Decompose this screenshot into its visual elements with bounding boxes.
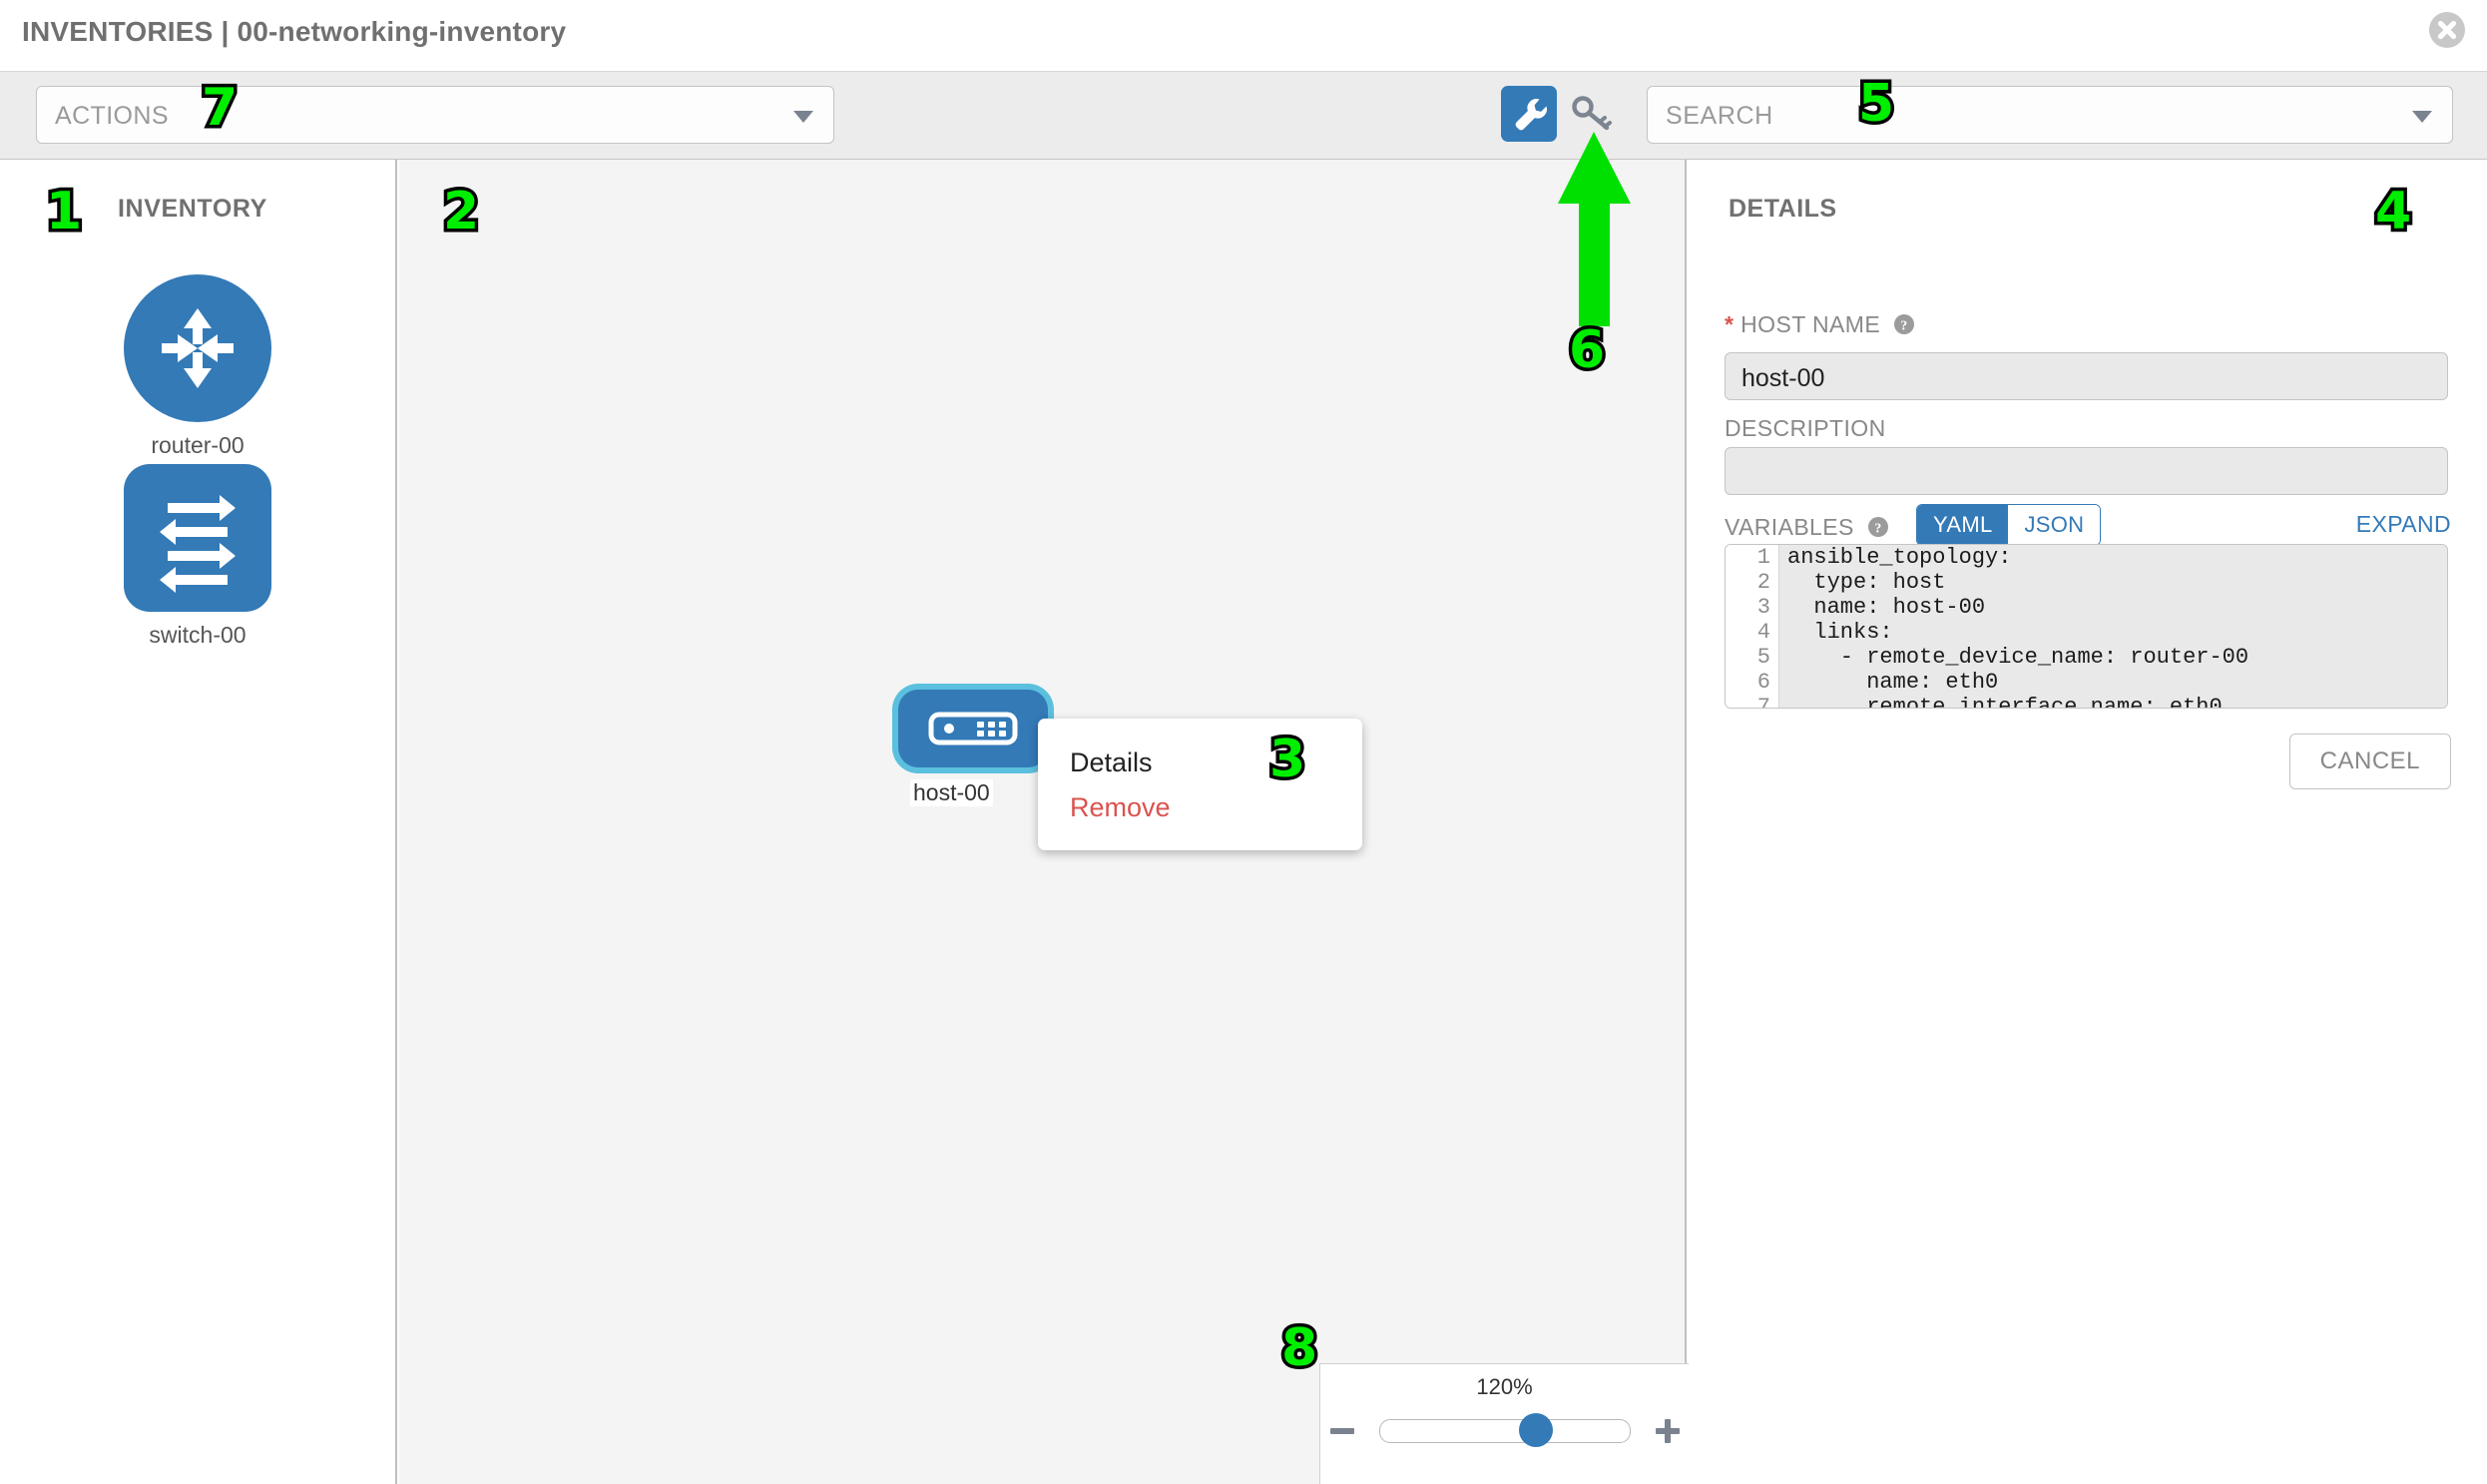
actions-dropdown[interactable]: ACTIONS bbox=[36, 86, 834, 144]
inventory-sidebar: INVENTORY router-00 bbox=[0, 160, 397, 1484]
host-name-label-text: HOST NAME bbox=[1741, 311, 1881, 337]
code-line-number: 3 bbox=[1726, 595, 1779, 620]
zoom-slider-handle[interactable] bbox=[1518, 1413, 1553, 1447]
canvas-node-host-label: host-00 bbox=[910, 779, 993, 806]
code-line-number: 6 bbox=[1726, 670, 1779, 695]
code-line-text: name: eth0 bbox=[1779, 670, 2447, 695]
canvas-node-host[interactable]: host-00 bbox=[892, 684, 1054, 806]
zoom-control-panel: 120% bbox=[1319, 1363, 1689, 1484]
code-line: 3 name: host-00 bbox=[1726, 595, 2447, 620]
router-icon bbox=[124, 274, 271, 422]
variables-code-editor[interactable]: 1 ansible_topology: 2 type: host 3 name: ho… bbox=[1725, 544, 2448, 709]
required-asterisk: * bbox=[1725, 311, 1735, 337]
code-line: 5 - remote_device_name: router-00 bbox=[1726, 645, 2447, 670]
chevron-down-icon bbox=[793, 111, 813, 123]
code-line-text: - remote_device_name: router-00 bbox=[1779, 645, 2447, 670]
details-heading: DETAILS bbox=[1729, 195, 1837, 223]
format-yaml-button[interactable]: YAML bbox=[1917, 505, 2009, 545]
key-icon[interactable] bbox=[1569, 92, 1615, 136]
title-bar: INVENTORIES | 00-networking-inventory bbox=[0, 0, 2487, 72]
sidebar-item-router[interactable]: router-00 bbox=[98, 274, 297, 459]
node-context-menu: Details Remove bbox=[1038, 719, 1362, 850]
actions-dropdown-label: ACTIONS bbox=[55, 102, 169, 130]
node-selection-ring bbox=[892, 684, 1054, 773]
description-input[interactable] bbox=[1725, 447, 2448, 495]
code-line-text: ansible_topology: bbox=[1779, 545, 2447, 570]
topology-canvas[interactable]: host-00 Details Remove bbox=[399, 160, 1687, 1484]
code-line: 2 type: host bbox=[1726, 570, 2447, 595]
sidebar-item-router-label: router-00 bbox=[151, 432, 245, 458]
code-line-text: links: bbox=[1779, 620, 2447, 645]
code-line: 4 links: bbox=[1726, 620, 2447, 645]
code-lines: 1 ansible_topology: 2 type: host 3 name: ho… bbox=[1726, 545, 2447, 708]
toolbar: ACTIONS SEARCH bbox=[0, 72, 2487, 160]
code-line-text: remote_interface_name: eth0 bbox=[1779, 695, 2447, 708]
code-line-number: 2 bbox=[1726, 570, 1779, 595]
host-name-value: host-00 bbox=[1741, 364, 1825, 392]
switch-icon bbox=[124, 464, 271, 612]
help-icon[interactable]: ? bbox=[1893, 313, 1915, 341]
code-line-number: 1 bbox=[1726, 545, 1779, 570]
zoom-percent-label: 120% bbox=[1476, 1374, 1533, 1399]
search-placeholder: SEARCH bbox=[1666, 102, 1773, 130]
cancel-button[interactable]: CANCEL bbox=[2288, 734, 2451, 789]
code-line-text: name: host-00 bbox=[1779, 595, 2447, 620]
format-json-button[interactable]: JSON bbox=[2008, 505, 2101, 545]
inventory-heading: INVENTORY bbox=[118, 195, 267, 223]
sidebar-item-switch-label: switch-00 bbox=[149, 622, 247, 648]
details-panel: DETAILS * HOST NAME ? host-00 DESCRIPTIO… bbox=[1689, 160, 2487, 1484]
help-icon[interactable]: ? bbox=[1867, 516, 1889, 544]
zoom-out-button[interactable] bbox=[1327, 1416, 1357, 1446]
code-line-number: 7 bbox=[1726, 695, 1779, 708]
variables-label-text: VARIABLES bbox=[1725, 514, 1854, 540]
svg-text:?: ? bbox=[1900, 319, 1907, 334]
code-line-text: type: host bbox=[1779, 570, 2447, 595]
description-label: DESCRIPTION bbox=[1725, 415, 1886, 441]
host-icon bbox=[898, 690, 1048, 767]
code-line: 6 name: eth0 bbox=[1726, 670, 2447, 695]
code-line: 7 remote_interface_name: eth0 bbox=[1726, 695, 2447, 708]
expand-link[interactable]: EXPAND bbox=[2355, 511, 2451, 537]
context-menu-item-remove[interactable]: Remove bbox=[1070, 792, 1171, 822]
context-menu-item-details[interactable]: Details bbox=[1070, 747, 1153, 777]
code-line-number: 4 bbox=[1726, 620, 1779, 645]
variables-label: VARIABLES ? bbox=[1725, 514, 1889, 544]
sidebar-item-switch[interactable]: switch-00 bbox=[98, 464, 297, 649]
page-title: INVENTORIES | 00-networking-inventory bbox=[22, 16, 567, 47]
host-name-label: * HOST NAME ? bbox=[1725, 311, 1915, 341]
zoom-slider[interactable] bbox=[1378, 1413, 1631, 1447]
search-input[interactable]: SEARCH bbox=[1647, 86, 2453, 144]
svg-text:?: ? bbox=[1874, 522, 1881, 537]
code-line-number: 5 bbox=[1726, 645, 1779, 670]
search-chevron-down-icon[interactable] bbox=[2412, 111, 2432, 123]
wrench-icon[interactable] bbox=[1501, 86, 1557, 142]
code-line: 1 ansible_topology: bbox=[1726, 545, 2447, 570]
host-name-input[interactable]: host-00 bbox=[1725, 352, 2448, 400]
close-icon[interactable] bbox=[2429, 12, 2465, 48]
variables-format-toggle: YAML JSON bbox=[1916, 504, 2102, 546]
zoom-in-button[interactable] bbox=[1653, 1416, 1683, 1446]
